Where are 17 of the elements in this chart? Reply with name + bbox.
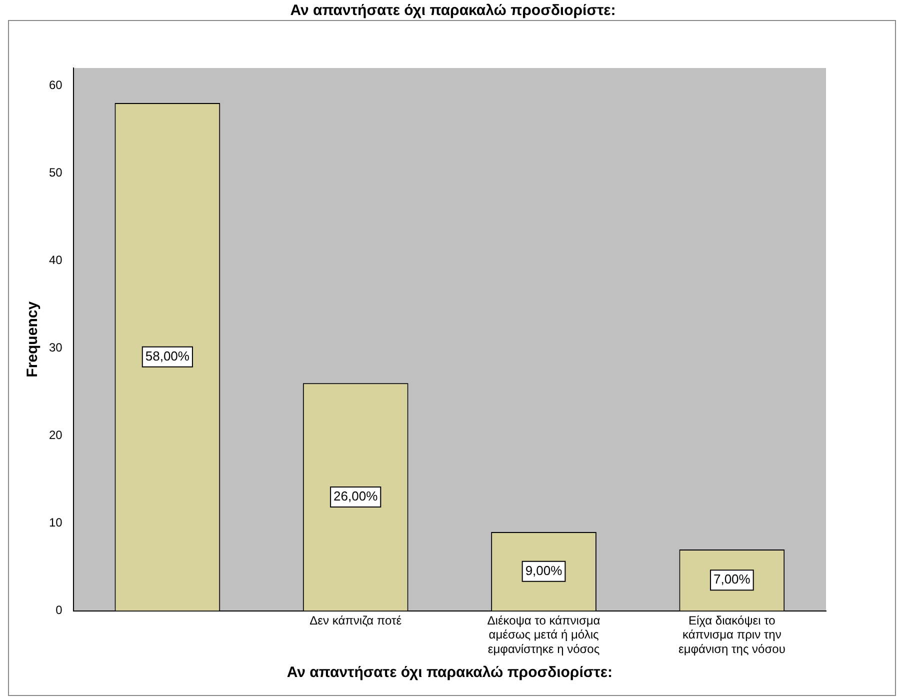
y-tick-label: 60 bbox=[48, 78, 63, 92]
chart-title: Αν απαντήσατε όχι παρακαλώ προσδιορίστε: bbox=[289, 2, 617, 19]
y-tick-label: 10 bbox=[48, 516, 63, 530]
data-label: 9,00% bbox=[525, 562, 563, 578]
x-axis-title: Αν απαντήσατε όχι παρακαλώ προσδιορίστε: bbox=[286, 664, 612, 682]
x-tick-label: Είχα διακόψει το κάπνισμα πριν την εμφάνιση της νόσου bbox=[678, 613, 786, 656]
y-tick-label: 50 bbox=[48, 165, 63, 180]
data-label: 7,00% bbox=[713, 572, 751, 587]
y-tick-label: 40 bbox=[48, 252, 63, 267]
x-tick-label: Διέκοψα το κάπνισμα αμέσως μετά ή μόλις εμφανίστηκε η νόσος bbox=[487, 613, 600, 656]
data-label: 26,00% bbox=[334, 488, 378, 504]
y-tick-label: 0 bbox=[56, 603, 63, 618]
y-axis-title: Frequency bbox=[24, 300, 42, 378]
x-tick-label: Δεν κάπνιζα ποτέ bbox=[310, 613, 402, 628]
y-tick-label: 30 bbox=[48, 340, 63, 354]
data-label: 58,00% bbox=[145, 348, 190, 364]
y-tick-label: 20 bbox=[48, 428, 63, 442]
